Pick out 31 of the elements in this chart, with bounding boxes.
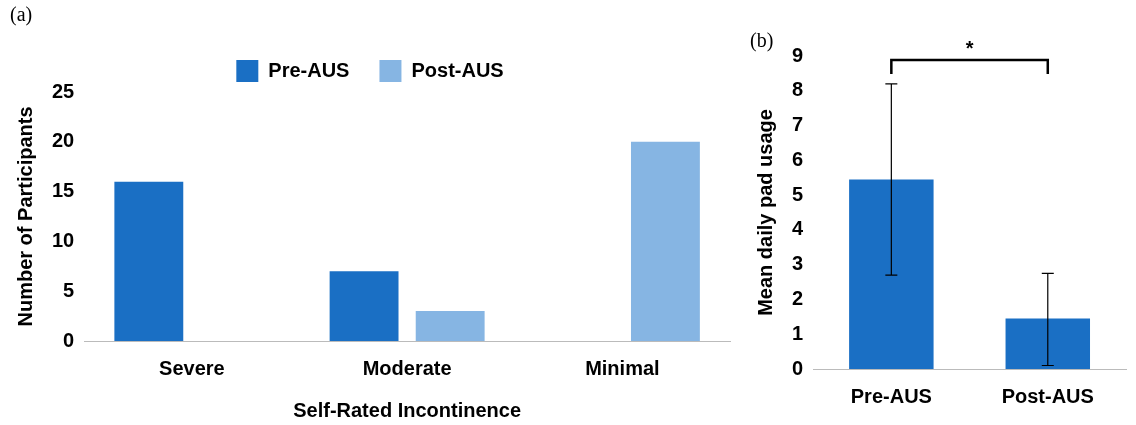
legend-label: Post-AUS (411, 58, 504, 81)
x-tick-label: Moderate (362, 356, 452, 379)
bar (114, 181, 184, 341)
y-axis-title: Number of Participants (13, 106, 36, 327)
bar (415, 311, 485, 341)
y-tick-label: 7 (792, 113, 804, 136)
y-tick-label: 5 (63, 278, 75, 301)
chart-title: (b) (750, 29, 774, 53)
y-tick-label: 5 (792, 182, 804, 205)
y-tick-label: 25 (52, 79, 75, 102)
y-tick-label: 0 (792, 356, 804, 379)
y-tick-label: 20 (52, 129, 75, 152)
y-tick-label: 15 (52, 179, 75, 202)
y-axis-title: Mean daily pad usage (753, 109, 776, 316)
y-tick-label: 3 (792, 252, 804, 275)
y-tick-label: 6 (792, 147, 804, 170)
x-tick-label: Severe (159, 356, 225, 379)
bar (630, 141, 700, 341)
annotation: * (965, 36, 974, 59)
x-tick-label: Minimal (585, 356, 660, 379)
chart-title: (a) (10, 3, 33, 27)
y-tick-label: 9 (792, 43, 804, 66)
y-tick-label: 0 (63, 328, 75, 351)
x-axis-title: Self-Rated Incontinence (293, 398, 522, 421)
y-tick-label: 10 (52, 228, 75, 251)
bar (329, 271, 399, 341)
y-tick-label: 2 (792, 286, 804, 309)
y-tick-label: 1 (792, 321, 804, 344)
y-tick-label: 4 (792, 217, 804, 240)
legend-label: Pre-AUS (268, 58, 350, 81)
y-tick-label: 8 (792, 78, 804, 101)
